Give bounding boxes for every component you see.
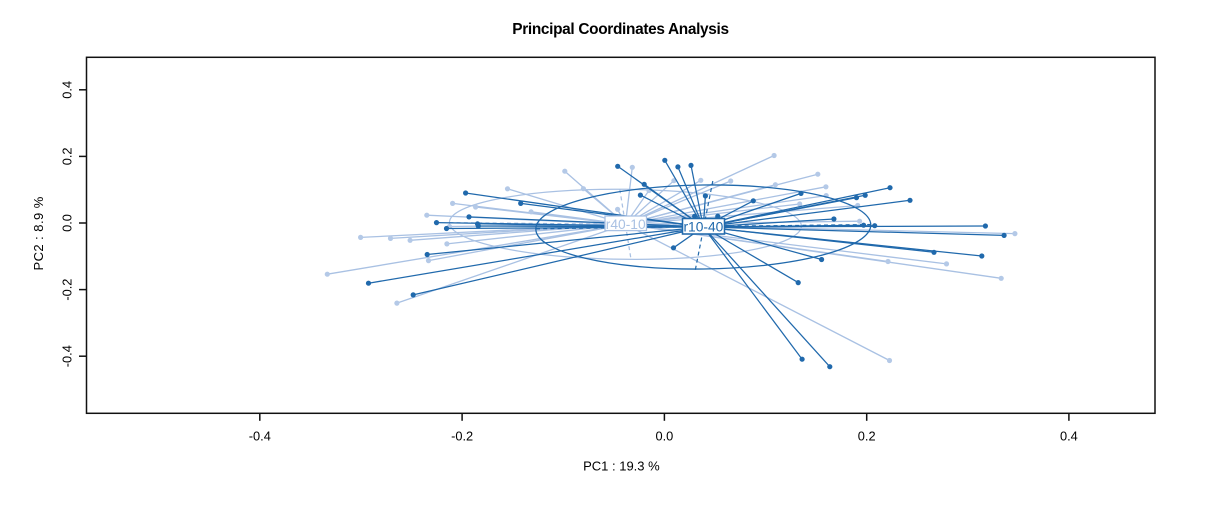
svg-text:0.0: 0.0 (59, 214, 74, 232)
svg-text:-0.4: -0.4 (59, 345, 74, 367)
svg-text:r40-10: r40-10 (606, 217, 646, 232)
svg-text:0.2: 0.2 (59, 148, 74, 166)
svg-text:0.0: 0.0 (656, 429, 674, 444)
svg-text:-0.2: -0.2 (59, 279, 74, 301)
svg-text:0.2: 0.2 (858, 429, 876, 444)
svg-text:PC2 : 8.9 %: PC2 : 8.9 % (31, 196, 46, 270)
svg-text:-0.2: -0.2 (451, 429, 473, 444)
svg-text:r10-40: r10-40 (683, 219, 723, 234)
svg-text:PC1 : 19.3 %: PC1 : 19.3 % (583, 458, 660, 473)
svg-text:0.4: 0.4 (59, 81, 74, 99)
svg-text:Principal Coordinates Analysis: Principal Coordinates Analysis (512, 21, 728, 38)
svg-text:-0.4: -0.4 (249, 429, 271, 444)
svg-text:0.4: 0.4 (1060, 429, 1078, 444)
